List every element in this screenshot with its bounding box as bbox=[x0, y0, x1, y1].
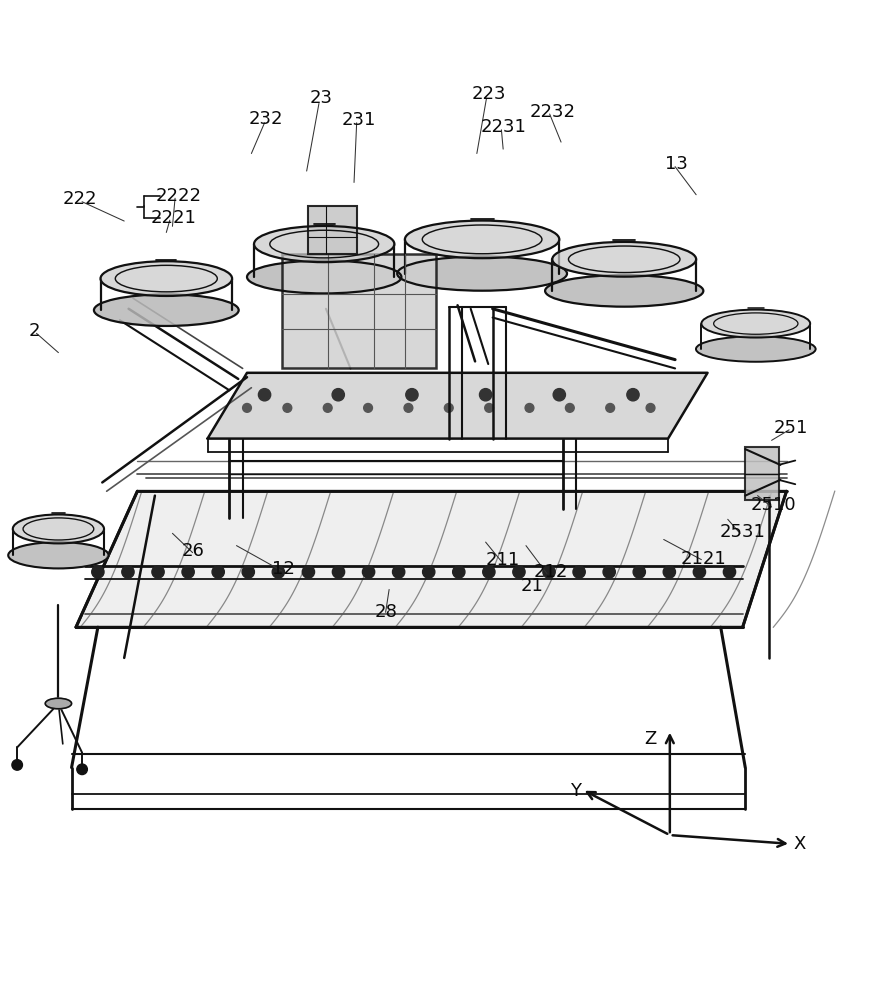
Circle shape bbox=[302, 566, 314, 578]
Circle shape bbox=[573, 566, 585, 578]
Text: 222: 222 bbox=[63, 190, 98, 208]
Circle shape bbox=[480, 389, 492, 401]
Polygon shape bbox=[76, 491, 787, 627]
Circle shape bbox=[283, 404, 292, 412]
Circle shape bbox=[259, 389, 271, 401]
Text: 28: 28 bbox=[374, 603, 397, 621]
Text: X: X bbox=[794, 835, 806, 853]
Circle shape bbox=[363, 404, 372, 412]
Circle shape bbox=[242, 566, 254, 578]
Polygon shape bbox=[208, 373, 708, 439]
Text: 26: 26 bbox=[181, 542, 204, 560]
Circle shape bbox=[392, 566, 405, 578]
Text: 2510: 2510 bbox=[751, 496, 796, 514]
Text: 12: 12 bbox=[273, 560, 296, 578]
Bar bbox=[308, 206, 356, 254]
Circle shape bbox=[404, 404, 413, 412]
Circle shape bbox=[444, 404, 453, 412]
Ellipse shape bbox=[696, 336, 816, 362]
Text: 2231: 2231 bbox=[481, 118, 527, 136]
Circle shape bbox=[182, 566, 194, 578]
Circle shape bbox=[152, 566, 165, 578]
Text: 21: 21 bbox=[521, 577, 544, 595]
Ellipse shape bbox=[553, 242, 696, 277]
Circle shape bbox=[452, 566, 465, 578]
Circle shape bbox=[554, 389, 566, 401]
Circle shape bbox=[723, 566, 736, 578]
Text: 2232: 2232 bbox=[529, 103, 576, 121]
Text: 2531: 2531 bbox=[720, 523, 766, 541]
Circle shape bbox=[323, 404, 332, 412]
Ellipse shape bbox=[94, 294, 238, 326]
Circle shape bbox=[243, 404, 252, 412]
Ellipse shape bbox=[100, 261, 232, 296]
Text: 2: 2 bbox=[29, 322, 40, 340]
Circle shape bbox=[272, 566, 284, 578]
Circle shape bbox=[77, 764, 87, 775]
Text: Z: Z bbox=[644, 730, 656, 748]
Text: 231: 231 bbox=[342, 111, 377, 129]
Circle shape bbox=[646, 404, 655, 412]
Text: 212: 212 bbox=[533, 563, 568, 581]
Ellipse shape bbox=[247, 261, 401, 293]
Text: 2121: 2121 bbox=[680, 550, 726, 568]
Text: 13: 13 bbox=[665, 155, 688, 173]
Circle shape bbox=[485, 404, 494, 412]
Circle shape bbox=[543, 566, 555, 578]
Text: 251: 251 bbox=[774, 419, 808, 437]
Circle shape bbox=[603, 566, 615, 578]
Ellipse shape bbox=[45, 698, 71, 709]
Circle shape bbox=[483, 566, 495, 578]
Circle shape bbox=[664, 566, 676, 578]
Text: 223: 223 bbox=[472, 85, 506, 103]
Circle shape bbox=[406, 389, 418, 401]
Circle shape bbox=[121, 566, 134, 578]
Circle shape bbox=[212, 566, 224, 578]
Circle shape bbox=[332, 389, 344, 401]
Ellipse shape bbox=[8, 542, 108, 568]
Circle shape bbox=[566, 404, 575, 412]
Ellipse shape bbox=[545, 275, 703, 307]
Circle shape bbox=[363, 566, 375, 578]
Text: Y: Y bbox=[570, 782, 582, 800]
Bar bbox=[745, 447, 779, 500]
Circle shape bbox=[633, 566, 645, 578]
Circle shape bbox=[693, 566, 706, 578]
Text: 2221: 2221 bbox=[150, 209, 196, 227]
Circle shape bbox=[605, 404, 614, 412]
Ellipse shape bbox=[701, 310, 810, 338]
Circle shape bbox=[422, 566, 435, 578]
Circle shape bbox=[12, 760, 23, 770]
Circle shape bbox=[333, 566, 345, 578]
Circle shape bbox=[92, 566, 104, 578]
Circle shape bbox=[513, 566, 525, 578]
Circle shape bbox=[627, 389, 639, 401]
Circle shape bbox=[525, 404, 534, 412]
Ellipse shape bbox=[254, 226, 394, 262]
Text: 2222: 2222 bbox=[156, 187, 202, 205]
Ellipse shape bbox=[13, 514, 104, 543]
Ellipse shape bbox=[405, 221, 560, 258]
Text: 232: 232 bbox=[249, 110, 283, 128]
Text: 211: 211 bbox=[486, 551, 520, 569]
Bar bbox=[282, 254, 436, 368]
Text: 23: 23 bbox=[310, 89, 333, 107]
Ellipse shape bbox=[397, 256, 567, 291]
